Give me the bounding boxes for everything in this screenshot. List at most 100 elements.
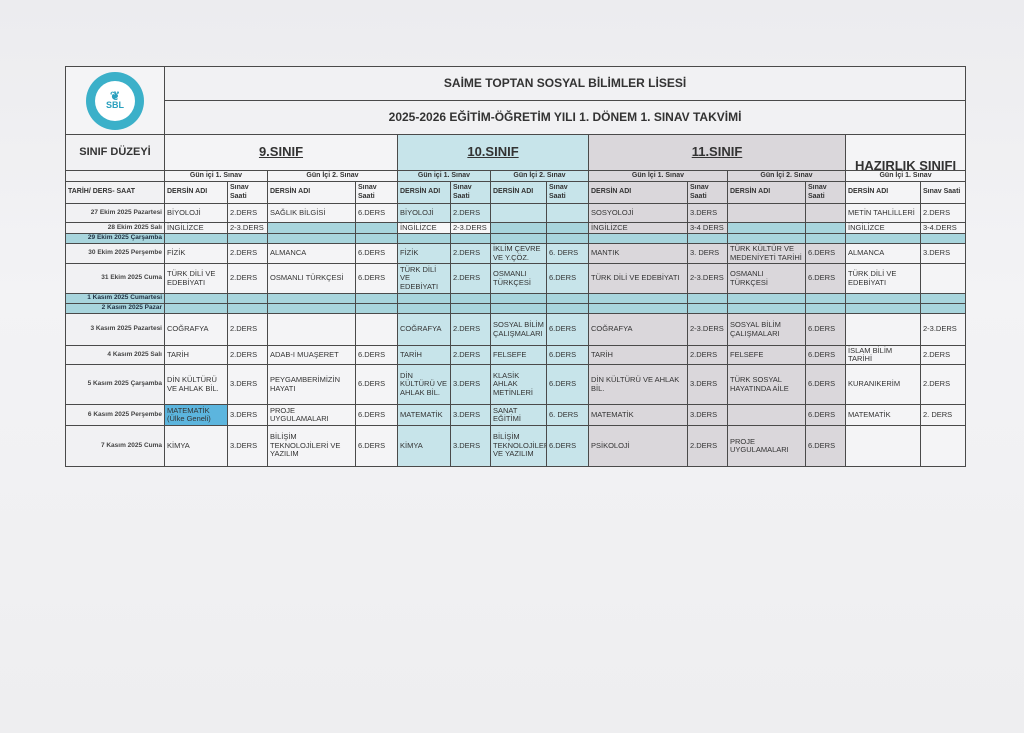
course-name-cell — [588, 233, 688, 244]
exam-time-cell: 6.DERS — [355, 243, 398, 264]
grade-11-title: 11.SINIF — [588, 134, 846, 171]
exam-time-header: Sınav Saati — [546, 181, 589, 204]
course-name-header: DERSİN ADI — [397, 181, 451, 204]
course-name-cell: MATEMATİK — [397, 404, 451, 426]
course-name-cell: TARİH — [588, 345, 688, 365]
exam-time-cell: 6.DERS — [546, 425, 589, 467]
exam-time-cell: 6. DERS — [546, 243, 589, 264]
course-name-cell — [845, 293, 921, 304]
date-cell: 7 Kasım 2025 Cuma — [65, 425, 165, 467]
schedule-title: 2025-2026 EĞİTİM-ÖĞRETİM YILI 1. DÖNEM 1… — [163, 100, 967, 135]
date-cell: 31 Ekim 2025 Cuma — [65, 263, 165, 294]
table-row: 5 Kasım 2025 Çarşamba DİN KÜLTÜRÜ VE AHLA… — [65, 364, 967, 405]
logo-emblem: ❦ SBL — [86, 71, 144, 130]
exam-time-cell — [805, 233, 846, 244]
exam-time-cell: 2.DERS — [450, 243, 491, 264]
table-row: 3 Kasım 2025 Pazartesi COĞRAFYA 2.DERS COĞR… — [65, 313, 967, 346]
course-name-cell — [490, 233, 547, 244]
exam-time-cell — [546, 233, 589, 244]
course-name-cell — [164, 233, 228, 244]
course-name-cell: İNGİLİZCE — [397, 222, 451, 234]
course-name-cell: KURANIKERİM — [845, 364, 921, 405]
course-name-cell — [490, 303, 547, 314]
course-name-cell: TARİH — [397, 345, 451, 365]
course-name-cell: TÜRK KÜLTÜR VE MEDENİYETİ TARİHİ — [727, 243, 806, 264]
course-name-cell: FELSEFE — [727, 345, 806, 365]
course-name-cell: TÜRK DİLİ VE EDEBİYATI — [845, 263, 921, 294]
exam-time-cell: 6.DERS — [805, 364, 846, 405]
exam-time-cell: 6.DERS — [805, 345, 846, 365]
date-cell: 29 Ekim 2025 Çarşamba — [65, 233, 165, 244]
exam-time-cell: 2.DERS — [919, 345, 967, 365]
exam-time-cell — [546, 293, 589, 304]
course-name-cell: DİN KÜLTÜRÜ VE AHLAK BİL. — [397, 364, 451, 405]
exam-time-cell: 2.DERS — [919, 203, 967, 223]
exam-time-cell: 6.DERS — [355, 263, 398, 294]
exam-time-cell: 2.DERS — [227, 263, 268, 294]
course-name-cell: İNGİLİZCE — [164, 222, 228, 234]
holiday-row: 29 Ekim 2025 Çarşamba — [65, 233, 967, 244]
exam-time-cell: 3.DERS — [450, 425, 491, 467]
course-name-cell — [588, 303, 688, 314]
table-row: 6 Kasım 2025 Perşembe MATEMATİK (Ülke Gen… — [65, 404, 967, 426]
exam-time-cell — [546, 203, 589, 223]
exam-time-cell: 3-4.DERS — [919, 222, 967, 234]
course-name-cell: SAĞLIK BİLGİSİ — [267, 203, 356, 223]
exam-time-cell — [805, 203, 846, 223]
course-name-cell: DİN KÜLTÜRÜ VE AHLAK BİL. — [164, 364, 228, 405]
course-name-cell — [845, 303, 921, 314]
date-cell: 5 Kasım 2025 Çarşamba — [65, 364, 165, 405]
course-name-cell: OSMANLI TÜRKÇESİ — [267, 263, 356, 294]
course-name-cell: METİN TAHLİLLERİ — [845, 203, 921, 223]
exam-time-cell — [355, 313, 398, 346]
exam-time-cell: 2.DERS — [450, 313, 491, 346]
table-row: 28 Ekim 2025 Salı İNGİLİZCE 2-3.DERS İNGİLİ… — [65, 222, 967, 234]
course-name-header: DERSİN ADI — [164, 181, 228, 204]
exam-time-cell: 6.DERS — [805, 425, 846, 467]
exam-time-cell — [919, 293, 967, 304]
exam-time-cell — [805, 303, 846, 314]
course-name-cell — [164, 303, 228, 314]
date-cell: 28 Ekim 2025 Salı — [65, 222, 165, 234]
course-name-header: DERSİN ADI — [490, 181, 547, 204]
exam-time-cell: 2-3.DERS — [450, 222, 491, 234]
course-name-cell: PEYGAMBERİMİZİN HAYATI — [267, 364, 356, 405]
school-logo: ❦ SBL — [65, 66, 165, 135]
course-name-cell: TÜRK DİLİ VE EDEBİYATI — [588, 263, 688, 294]
course-name-cell: OSMANLI TÜRKÇESİ — [727, 263, 806, 294]
date-cell: 4 Kasım 2025 Salı — [65, 345, 165, 365]
course-name-cell — [490, 293, 547, 304]
exam-time-cell: 3.DERS — [687, 203, 728, 223]
exam-time-cell — [919, 263, 967, 294]
course-name-cell — [267, 222, 356, 234]
course-name-cell: FİZİK — [397, 243, 451, 264]
course-name-cell: TÜRK DİLİ VE EDEBİYATI — [164, 263, 228, 294]
table-row: 31 Ekim 2025 Cuma TÜRK DİLİ VE EDEBİYATI 2… — [65, 263, 967, 294]
holiday-row: 2 Kasım 2025 Pazar — [65, 303, 967, 314]
exam-time-cell — [805, 222, 846, 234]
exam-time-cell — [355, 303, 398, 314]
course-name-cell: SOSYOLOJİ — [588, 203, 688, 223]
exam-schedule-table: ❦ SBL SAİME TOPTAN SOSYAL BİLİMLER LİSESİ… — [65, 66, 967, 467]
exam-time-cell: 6. DERS — [546, 404, 589, 426]
exam-time-cell: 3.DERS — [687, 364, 728, 405]
prep-class-title: HAZIRLIK SINIFI — [844, 134, 967, 171]
course-name-cell: ALMANCA — [267, 243, 356, 264]
course-name-cell: SOSYAL BİLİM ÇALIŞMALARI — [490, 313, 547, 346]
exam-time-cell: 2.DERS — [687, 425, 728, 467]
course-name-cell: İKLİM ÇEVRE VE Y.ÇÖZ. — [490, 243, 547, 264]
exam-time-cell: 6.DERS — [546, 364, 589, 405]
course-name-cell — [267, 293, 356, 304]
exam-time-cell — [546, 303, 589, 314]
exam-time-cell: 6.DERS — [546, 313, 589, 346]
date-cell: 27 Ekim 2025 Pazartesi — [65, 203, 165, 223]
exam-time-cell: 3.DERS — [227, 364, 268, 405]
course-name-cell: PROJE UYGULAMALARI — [267, 404, 356, 426]
exam-time-cell: 6.DERS — [355, 364, 398, 405]
course-name-cell: SOSYAL BİLİM ÇALIŞMALARI — [727, 313, 806, 346]
course-name-cell: İSLAM BİLİM TARİHİ — [845, 345, 921, 365]
exam-time-cell — [355, 293, 398, 304]
logo-abbr: SBL — [106, 99, 124, 110]
date-cell: 30 Ekim 2025 Perşembe — [65, 243, 165, 264]
session-header: Gün İçi 2. Sınav — [727, 170, 846, 182]
